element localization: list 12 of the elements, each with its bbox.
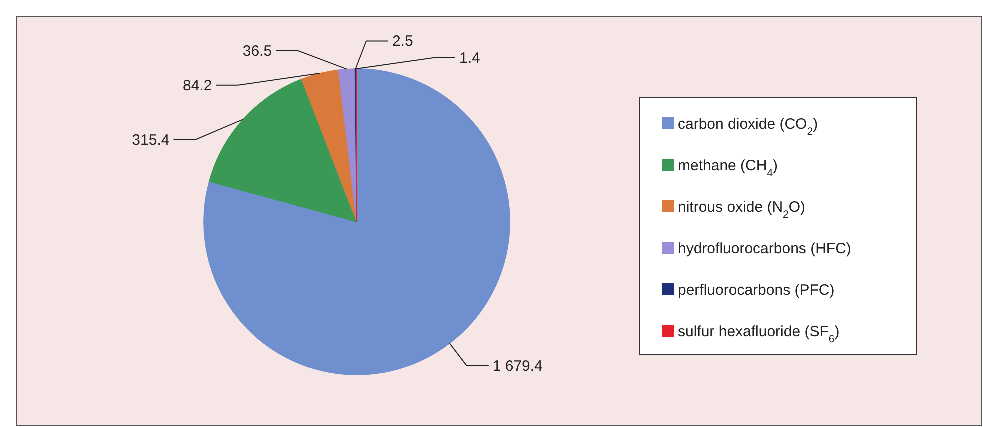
data-label: 36.5 (242, 42, 272, 60)
data-label: 315.4 (132, 132, 170, 149)
legend-label: carbon dioxide (CO$_{2}$) (678, 116, 818, 138)
data-label: 84.2 (183, 77, 212, 94)
data-label: 1 679.4 (492, 358, 543, 375)
data-label: 2.5 (392, 33, 414, 50)
legend-label: methane (CH$_{4}$) (678, 158, 778, 180)
legend-label: nitrous oxide (N$_{2}$O) (678, 199, 806, 221)
legend-label: sulfur hexafluoride (SF$_{6}$) (678, 324, 840, 346)
legend-label: perfluorocarbons (PFC) (678, 282, 835, 299)
legend-label: hydrofluorocarbons (HFC) (678, 240, 852, 258)
data-label: 1.4 (459, 50, 480, 67)
